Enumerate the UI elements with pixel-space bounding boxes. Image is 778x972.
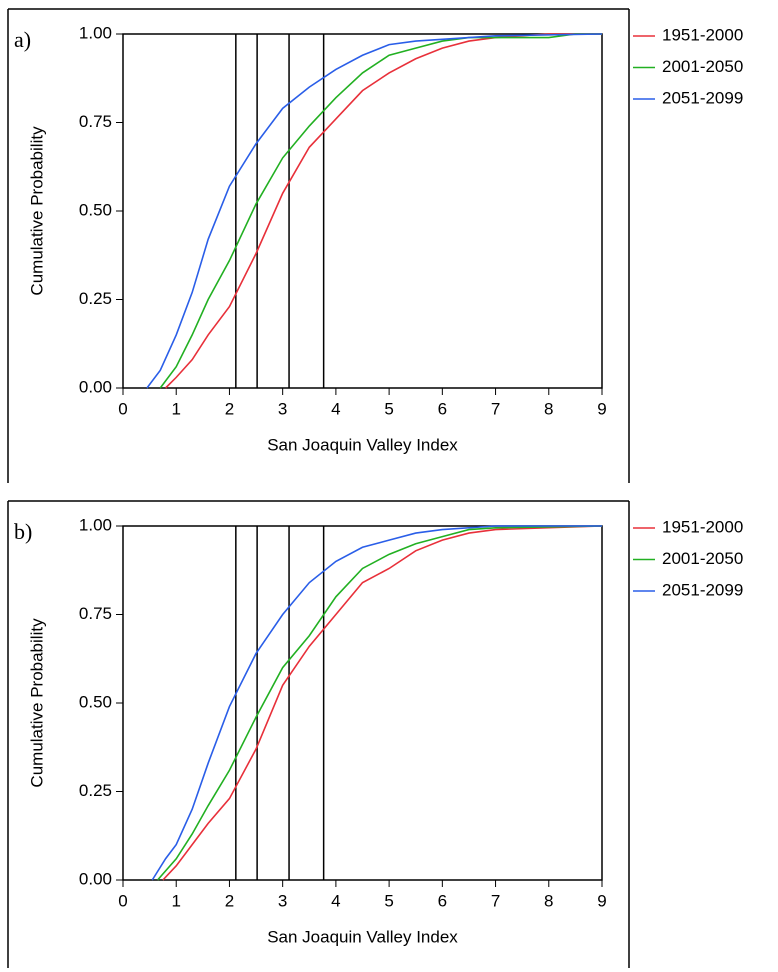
legend-label: 2051-2099 <box>662 580 743 599</box>
x-tick-label: 5 <box>384 399 393 418</box>
x-tick-label: 4 <box>331 399 340 418</box>
cdf-line <box>151 525 602 881</box>
x-tick-label: 0 <box>118 399 127 418</box>
legend-label: 2051-2099 <box>662 88 743 107</box>
x-tick-label: 5 <box>384 891 393 910</box>
cdf-line <box>159 33 602 389</box>
panel-label: a) <box>14 27 31 52</box>
y-tick-label: 0.25 <box>79 289 112 308</box>
x-tick-label: 8 <box>544 891 553 910</box>
x-tick-label: 0 <box>118 891 127 910</box>
legend-label: 1951-2000 <box>662 517 743 536</box>
y-tick-label: 0.75 <box>79 604 112 623</box>
legend-label: 2001-2050 <box>662 57 743 76</box>
plot-area <box>122 525 603 881</box>
x-tick-label: 1 <box>171 399 180 418</box>
x-tick-label: 7 <box>491 891 500 910</box>
x-tick-label: 9 <box>597 399 606 418</box>
cdf-line <box>162 525 603 881</box>
x-tick-label: 4 <box>331 891 340 910</box>
cdf-line <box>165 33 602 389</box>
x-tick-label: 2 <box>225 891 234 910</box>
y-tick-label: 0.75 <box>79 112 112 131</box>
x-tick-label: 8 <box>544 399 553 418</box>
y-tick-label: 0.00 <box>79 869 112 888</box>
x-tick-label: 9 <box>597 891 606 910</box>
plot-area <box>122 33 603 389</box>
y-tick-label: 0.25 <box>79 781 112 800</box>
x-tick-label: 1 <box>171 891 180 910</box>
legend-label: 1951-2000 <box>662 25 743 44</box>
x-tick-label: 6 <box>438 399 447 418</box>
cdf-line <box>156 525 603 881</box>
x-tick-label: 2 <box>225 399 234 418</box>
x-tick-label: 3 <box>278 399 287 418</box>
y-tick-label: 0.00 <box>79 377 112 396</box>
y-axis-label: Cumulative Probability <box>27 126 46 296</box>
x-axis-label: San Joaquin Valley Index <box>267 435 458 454</box>
legend-label: 2001-2050 <box>662 549 743 568</box>
y-tick-label: 0.50 <box>79 200 112 219</box>
panel-label: b) <box>14 519 32 544</box>
x-tick-label: 7 <box>491 399 500 418</box>
x-axis-label: San Joaquin Valley Index <box>267 927 458 946</box>
y-axis-label: Cumulative Probability <box>27 618 46 788</box>
cdf-line <box>146 33 603 389</box>
y-tick-label: 0.50 <box>79 692 112 711</box>
x-tick-label: 6 <box>438 891 447 910</box>
y-tick-label: 1.00 <box>79 23 112 42</box>
y-tick-label: 1.00 <box>79 515 112 534</box>
x-tick-label: 3 <box>278 891 287 910</box>
